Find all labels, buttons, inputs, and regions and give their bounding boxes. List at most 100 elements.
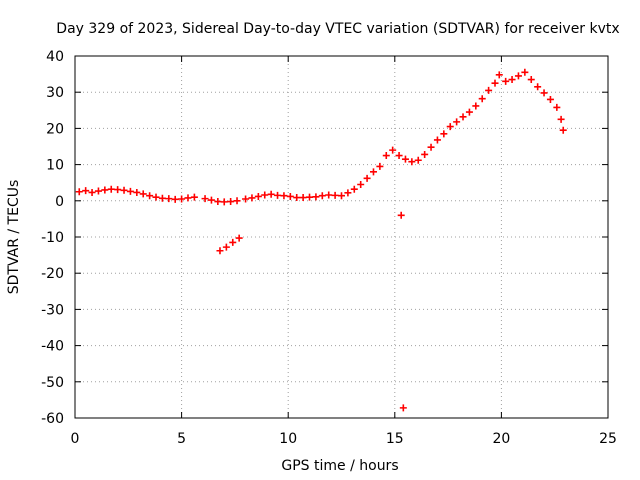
x-tick-label: 20 (492, 431, 510, 447)
data-point (254, 192, 262, 200)
data-point (229, 238, 237, 246)
y-tick-label: -60 (41, 411, 64, 427)
data-point (201, 195, 209, 203)
data-point (408, 158, 416, 166)
data-point (427, 143, 435, 151)
data-point (440, 130, 448, 138)
y-tick-label: -20 (41, 266, 64, 282)
data-point (559, 126, 567, 134)
data-point (126, 187, 134, 195)
data-point (299, 194, 307, 202)
data-point (399, 404, 407, 412)
data-point (495, 71, 503, 79)
x-tick-label: 25 (599, 431, 617, 447)
data-point (534, 83, 542, 91)
data-point (421, 150, 429, 158)
data-point (318, 192, 326, 200)
data-point (184, 194, 192, 202)
data-point (82, 187, 90, 195)
data-point (557, 115, 565, 123)
data-point (325, 191, 333, 199)
data-point (312, 193, 320, 201)
data-point (248, 194, 256, 202)
data-point (465, 108, 473, 116)
data-point (146, 192, 154, 200)
data-point (107, 185, 115, 193)
data-point (214, 198, 222, 206)
data-point (261, 191, 269, 199)
data-point (242, 195, 250, 203)
data-point (114, 186, 122, 194)
data-point (397, 211, 405, 219)
data-point (382, 152, 390, 160)
x-tick-label: 15 (386, 431, 404, 447)
data-point (459, 113, 467, 121)
data-point (331, 191, 339, 199)
chart-title: Day 329 of 2023, Sidereal Day-to-day VTE… (56, 21, 619, 37)
y-tick-label: -40 (41, 339, 64, 355)
data-point (491, 79, 499, 87)
data-point (274, 191, 282, 199)
data-point (478, 95, 486, 103)
data-point (350, 185, 358, 193)
data-point (286, 192, 294, 200)
data-point (280, 192, 288, 200)
data-point (514, 72, 522, 80)
y-axis-label: SDTVAR / TECUs (6, 180, 22, 295)
data-point (395, 152, 403, 160)
data-point (267, 190, 275, 198)
data-point (508, 76, 516, 84)
data-point (227, 198, 235, 206)
data-point (101, 186, 109, 194)
data-point (453, 118, 461, 126)
data-point (433, 136, 441, 144)
x-tick-label: 0 (71, 431, 80, 447)
grid-lines (75, 56, 608, 418)
data-point (133, 188, 141, 196)
data-points (75, 68, 567, 412)
x-axis-label: GPS time / hours (281, 458, 398, 474)
data-point (233, 197, 241, 205)
y-tick-label: 20 (46, 121, 64, 137)
data-point (369, 168, 377, 176)
data-point (376, 162, 384, 170)
data-point (178, 195, 186, 203)
data-point (521, 68, 529, 76)
data-point (165, 195, 173, 203)
data-point (222, 243, 230, 251)
data-point (94, 187, 102, 195)
data-point (357, 181, 365, 189)
data-point (120, 186, 128, 194)
x-tick-label: 10 (279, 431, 297, 447)
data-point (344, 189, 352, 197)
data-point (171, 195, 179, 203)
data-point (152, 193, 160, 201)
y-tick-label: -10 (41, 230, 64, 246)
data-point (363, 174, 371, 182)
plot-frame (74, 55, 609, 419)
data-point (546, 95, 554, 103)
x-tick-label: 5 (177, 431, 186, 447)
data-point (338, 192, 345, 200)
data-point (75, 188, 83, 196)
data-point (401, 155, 409, 163)
data-point (220, 198, 228, 206)
data-point (88, 188, 96, 196)
data-point (306, 193, 314, 201)
data-point (158, 194, 166, 202)
data-point (389, 146, 397, 154)
y-tick-label: 30 (46, 85, 64, 101)
data-point (446, 123, 454, 131)
data-point (207, 196, 215, 204)
axis-ticks: 0 5 10 15 20 25 40 30 20 10 0 -10 -20 -30 -40 -50 -60 (41, 49, 617, 447)
y-tick-label: 40 (46, 49, 64, 65)
data-point (502, 77, 510, 85)
data-point (527, 76, 535, 84)
data-point (190, 193, 198, 201)
data-point (553, 103, 561, 111)
data-point (540, 89, 548, 97)
y-tick-label: -30 (41, 302, 64, 318)
data-point (139, 190, 147, 198)
data-point (414, 156, 422, 164)
